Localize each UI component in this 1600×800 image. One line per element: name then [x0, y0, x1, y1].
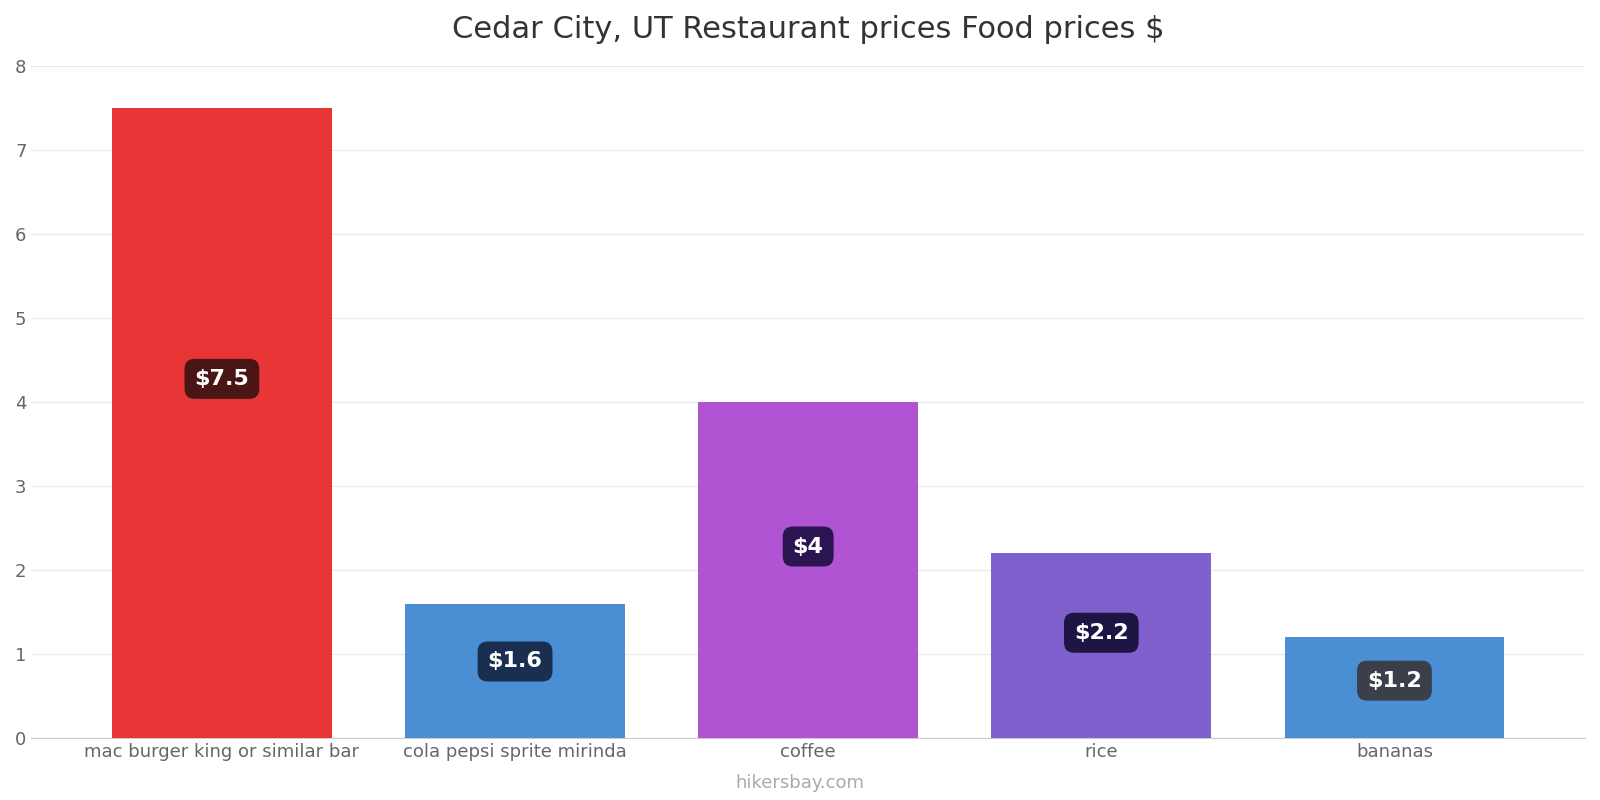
Bar	[992, 554, 1211, 738]
Bar	[112, 108, 331, 738]
Text: $2.2: $2.2	[1074, 622, 1128, 642]
Bar	[405, 604, 626, 738]
Text: $7.5: $7.5	[195, 369, 250, 389]
Text: $4: $4	[792, 537, 824, 557]
Bar	[698, 402, 918, 738]
Bar	[1285, 638, 1504, 738]
Text: $1.6: $1.6	[488, 651, 542, 671]
Text: hikersbay.com: hikersbay.com	[736, 774, 864, 792]
Text: $1.2: $1.2	[1366, 670, 1422, 690]
Title: Cedar City, UT Restaurant prices Food prices $: Cedar City, UT Restaurant prices Food pr…	[451, 15, 1165, 44]
